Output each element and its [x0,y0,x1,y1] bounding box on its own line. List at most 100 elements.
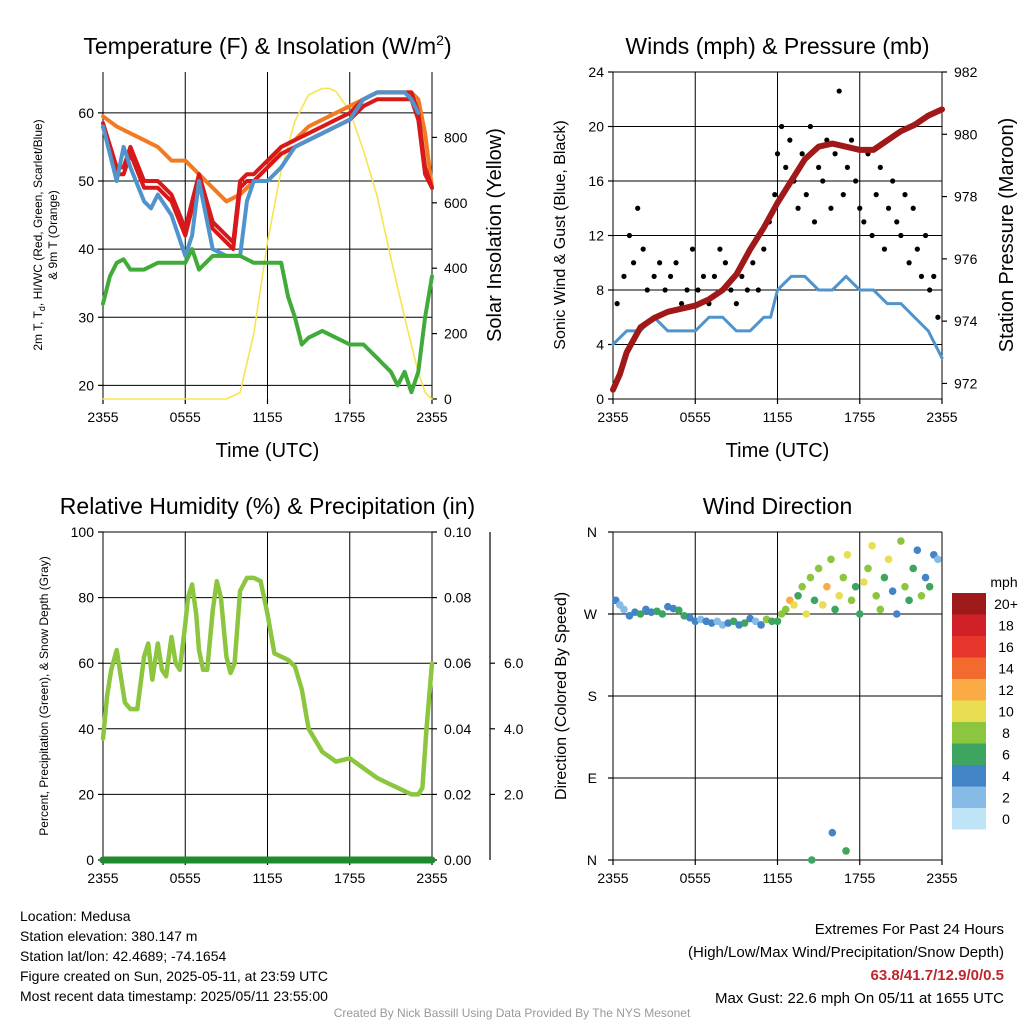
wind-speed-legend-label: 0 [1002,811,1010,827]
humidity-x-tick-label: 0555 [170,870,201,886]
temperature-title-end: ) [444,33,452,59]
winds-gust-point [795,205,801,211]
wind-direction-point [897,537,905,545]
station-elevation: Station elevation: 380.147 m [20,928,198,944]
wind-direction-y-tick-label: W [584,606,598,622]
winds-y2-tick-label: 982 [954,64,978,80]
winds-y-tick-label: 4 [596,337,604,353]
wind-speed-legend-title: mph [990,574,1017,590]
winds-x-tick-label: 1755 [844,409,875,425]
winds-gust-point [614,301,620,307]
winds-gust-point [931,273,937,279]
extremes-subtitle: (High/Low/Max Wind/Precipitation/Snow De… [688,944,1004,961]
credit-line: Created By Nick Bassill Using Data Provi… [333,1006,691,1020]
winds-y2-tick-label: 976 [954,251,978,267]
temperature-x-tick-label: 1755 [334,409,365,425]
wind-direction-y-tick-label: N [587,852,597,868]
winds-panel: Winds (mph) & Pressure (mb) 2355 0555 1155 1… [552,33,1018,462]
winds-gust-point [700,273,707,279]
humidity-snow-axis-tick-label: 4.0 [504,721,524,737]
wind_direction-x-tick-label: 2355 [597,870,628,886]
wind-speed-legend-swatch [952,593,986,615]
temperature-panel: Temperature (F) & Insolation (W/m2) 2355 0… [31,32,506,462]
winds-gust-point [651,273,657,279]
humidity-y-tick-label: 0 [86,852,94,868]
temperature-y-axis-label-rest: , HI/WC (Red, Green, Scarlet/Blue) [31,119,45,306]
winds-gust-point [787,137,793,143]
humidity-y-tick-label: 80 [78,590,94,606]
winds-gust-point [717,246,723,252]
wind-speed-legend-swatch [952,614,986,636]
humidity-snow-axis-tick-label: 2.0 [504,786,524,802]
wind-speed-legend-label: 16 [998,639,1014,655]
wind-direction-point [888,587,897,596]
humidity-y2-tick-label: 0.08 [444,590,471,606]
wind-speed-legend-label: 12 [998,682,1014,698]
winds-gust-point [761,246,767,252]
extremes-values: 63.8/41.7/12.9/0/0.5 [870,967,1004,984]
winds-gust-point [890,178,896,184]
max-gust: Max Gust: 22.6 mph On 05/11 at 1655 UTC [714,990,1004,1007]
wind-speed-legend-swatch [952,722,986,744]
humidity-panel: Relative Humidity (%) & Precipitation (i… [37,493,524,886]
winds-gust-point [820,178,826,184]
wind-direction-point [768,617,776,626]
temperature-title-superscript: 2 [436,32,444,48]
wind-direction-point [806,573,815,582]
wind-direction-point [658,610,667,618]
wind-speed-legend-swatch [952,700,986,722]
wind-direction-point [625,612,634,620]
wind-direction-point [835,591,843,600]
temperature-y-axis-label-part: 2m T, T [31,310,45,350]
wind-direction-point [892,610,901,618]
wind-direction-point [685,613,694,622]
wind-speed-legend-swatch [952,786,986,808]
winds-gust-point [621,273,627,279]
winds-gust-point [662,287,668,293]
wind-direction-point [831,605,839,614]
wind_direction-x-tick-label: 1755 [844,870,875,886]
winds-gust-point [881,246,888,252]
wind-direction-point [868,541,876,550]
wind-direction-point [675,606,683,615]
winds-gust-point [744,287,750,293]
winds-gust-point [869,232,875,239]
winds-gust-point [667,273,674,279]
wind-direction-point [860,578,868,586]
winds-gust-point [783,164,789,170]
winds-gust-point [803,192,809,198]
wind-direction-point [901,582,909,591]
temperature-y-tick-label: 60 [78,105,94,121]
station-latlon: Station lat/lon: 42.4689; -74.1654 [20,948,227,964]
wind-direction-title: Wind Direction [703,493,853,519]
wind-speed-legend-swatch [952,765,986,787]
humidity-y-tick-label: 100 [71,524,95,540]
winds-gust-point [630,260,637,266]
winds-gust-point [836,88,842,94]
wind-direction-point [925,582,934,591]
wind-direction-point [713,617,721,626]
wind-direction-y-tick-label: S [588,688,597,704]
winds-gust-point [722,260,729,266]
wind-speed-legend-label: 14 [998,661,1014,677]
winds-gust-point [840,192,846,198]
wind-speed-legend-swatch [952,679,986,701]
winds-title: Winds (mph) & Pressure (mb) [625,33,929,59]
wind-direction-point [620,605,628,614]
winds-y-tick-label: 24 [588,64,604,80]
wind_direction-x-tick-label: 2355 [926,870,957,886]
wind-direction-point [794,591,802,600]
temperature-x-tick-label: 0555 [170,409,201,425]
humidity-y-tick-label: 60 [78,655,94,671]
winds-x-tick-label: 2355 [926,409,957,425]
humidity-series-rh [100,575,435,797]
wind-direction-point [876,605,885,614]
winds-gust-point [857,205,863,211]
humidity-y2-tick-label: 0.10 [444,524,471,540]
winds-x-tick-label: 1155 [762,409,792,425]
wind-speed-legend-label: 6 [1002,747,1010,763]
wind-speed-legend-label: 2 [1002,790,1010,806]
winds-gust-point [918,273,925,279]
winds-gust-point [640,246,646,252]
wind-direction-point [934,555,942,564]
